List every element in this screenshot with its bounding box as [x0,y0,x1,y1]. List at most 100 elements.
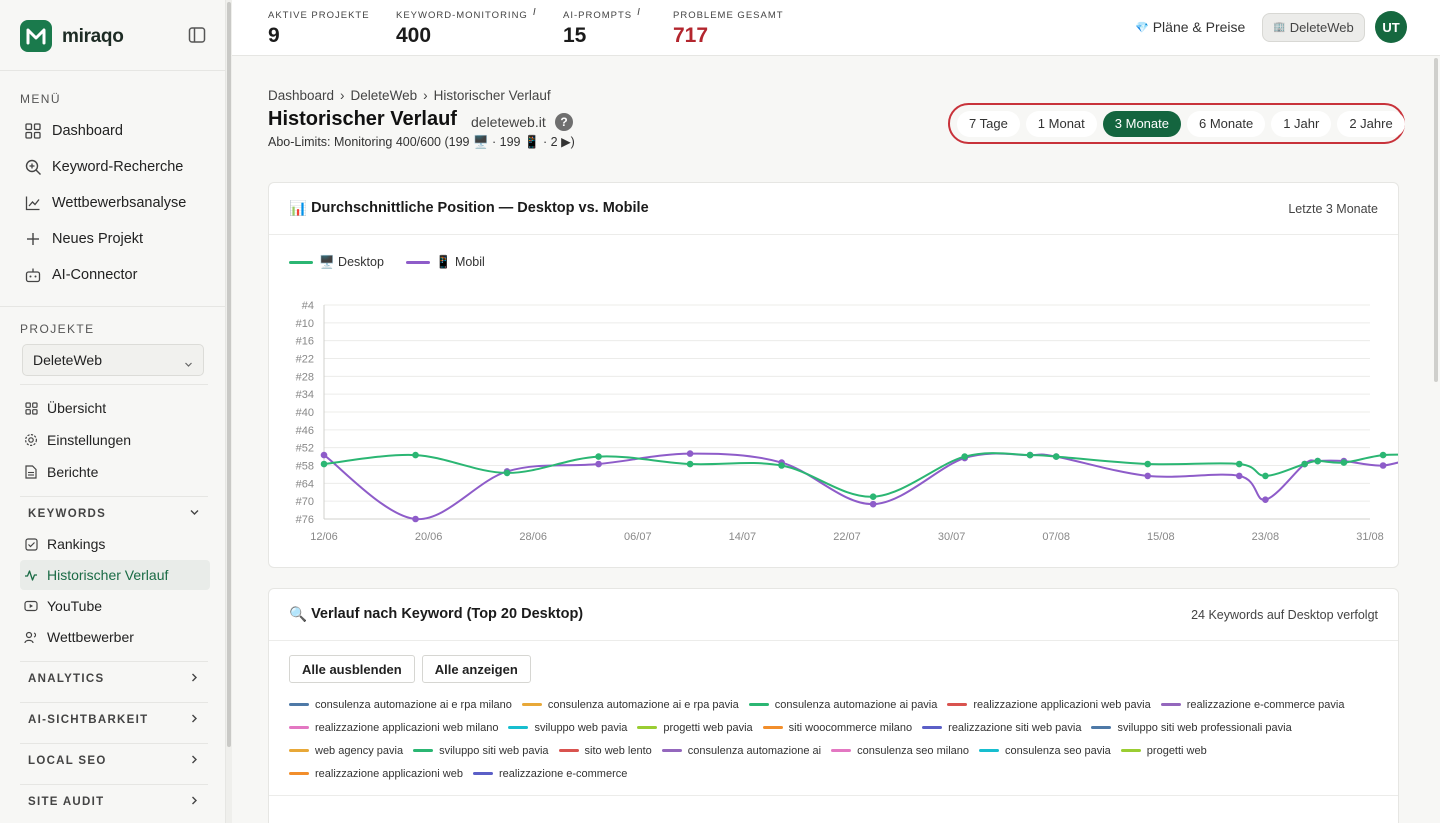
keyword-toggle-item[interactable]: realizzazione applicazioni web milano [289,720,498,735]
scrollbar-thumb[interactable] [1434,58,1438,382]
search-plus-icon [24,158,42,176]
range-1-monat[interactable]: 1 Monat [1025,110,1097,137]
nav-dashboard[interactable]: Dashboard [20,116,210,146]
group-ai-sichtbarkeit[interactable]: AI-SICHTBARKEIT [28,713,200,727]
legend-mobil[interactable]: 📱 Mobil [405,255,485,270]
keyword-toggle-item[interactable]: realizzazione siti web pavia [922,720,1081,735]
data-point [961,453,968,460]
stat-keyword-monitoring: KEYWORD-MONITORING i 400 [396,7,537,48]
help-icon[interactable]: ? [555,113,573,131]
hide-all-button[interactable]: Alle ausblenden [289,655,415,683]
legend-desktop[interactable]: 🖥️ Desktop [289,255,384,270]
y-tick-label: #16 [296,336,314,348]
y-tick-label: #76 [296,514,314,526]
show-all-button[interactable]: Alle anzeigen [421,655,531,683]
keyword-toggle-item[interactable]: realizzazione applicazioni web pavia [947,697,1151,712]
brand[interactable]: miraqo [20,20,210,52]
plans-link[interactable]: 💎 Pläne & Preise [1135,19,1245,35]
keyword-toggle-item[interactable]: realizzazione e-commerce [472,766,627,781]
nav-uebersicht[interactable]: Übersicht [20,393,210,423]
card-meta: 24 Keywords auf Desktop verfolgt [1191,607,1378,622]
info-icon[interactable]: i [637,7,641,18]
keyword-swatch [661,749,682,752]
keyword-label: consulenza seo pavia [1005,744,1111,757]
keyword-toggle-item[interactable]: sviluppo web pavia [508,720,627,735]
avatar[interactable]: UT [1375,11,1407,43]
keyword-label: consulenza seo milano [857,744,969,757]
project-switch-button[interactable]: 🏢 DeleteWeb [1262,13,1365,42]
nav-wettbewerber[interactable]: Wettbewerber [20,622,210,652]
keyword-toggle-item[interactable]: siti woocommerce milano [762,720,912,735]
keyword-toggle-item[interactable]: sviluppo siti web professionali pavia [1091,720,1292,735]
keyword-toggle-item[interactable]: consulenza automazione ai pavia [748,697,937,712]
project-select[interactable]: DeleteWeb [22,344,204,376]
keyword-toggle-item[interactable]: consulenza seo milano [831,743,969,758]
data-point [1340,459,1348,466]
data-point [503,469,511,477]
nav-ai-connector[interactable]: AI-Connector [20,260,210,290]
breadcrumb-dashboard[interactable]: Dashboard [268,88,335,103]
keyword-toggle-item[interactable]: progetti web [1120,743,1207,758]
group-label: ANALYTICS [28,673,105,685]
data-point [1235,460,1243,468]
keyword-swatch [637,726,658,729]
keyword-toggle-item[interactable]: sito web lento [558,743,652,758]
group-analytics[interactable]: ANALYTICS [28,672,200,686]
x-tick-label: 30/07 [938,531,966,543]
youtube-icon [24,599,38,613]
projects-heading: PROJEKTE [20,322,95,336]
y-tick-label: #52 [296,443,314,455]
stat-value: 15 [563,24,587,47]
data-point [686,450,694,457]
sidebar-collapse-icon[interactable] [188,26,208,46]
keyword-toggle-item[interactable]: consulenza automazione ai e rpa pavia [521,697,739,712]
group-local-seo[interactable]: LOCAL SEO [28,754,200,768]
range-3-monate[interactable]: 3 Monate [1102,110,1181,137]
info-icon[interactable]: i [532,7,537,18]
nav-einstellungen[interactable]: Einstellungen [20,425,210,455]
group-site-audit[interactable]: SITE AUDIT [28,795,200,809]
nav-historischer-verlauf[interactable]: Historischer Verlauf [20,560,210,590]
nav-label: Keyword-Recherche [52,159,184,175]
nav-label: Berichte [47,464,99,480]
nav-rankings[interactable]: Rankings [20,529,210,559]
keyword-toggle-item[interactable]: consulenza automazione ai e rpa milano [289,697,512,712]
stat-label-text: PROBLEME GESAMT [673,10,784,21]
keyword-toggle-item[interactable]: realizzazione applicazioni web [289,766,463,781]
keyword-toggle-item[interactable]: consulenza automazione ai [661,743,821,758]
range-1-jahr[interactable]: 1 Jahr [1271,110,1332,137]
keyword-swatch [762,726,783,729]
grid-icon [24,122,42,140]
legend-swatch [289,261,313,264]
range-7-tage[interactable]: 7 Tage [957,110,1020,137]
page-scrollbar[interactable] [1432,56,1440,823]
sidebar-divider [0,306,226,307]
keyword-toggle-item[interactable]: web agency pavia [289,743,403,758]
group-keywords[interactable]: KEYWORDS [28,507,200,521]
nav-keyword-recherche[interactable]: Keyword-Recherche [20,152,210,182]
nav-neues-projekt[interactable]: Neues Projekt [20,224,210,254]
page-title: Historischer Verlauf [268,108,457,130]
data-point [1301,460,1308,468]
keyword-toggle-item[interactable]: realizzazione e-commerce pavia [1160,697,1344,712]
logo-icon [20,20,52,52]
breadcrumb-project[interactable]: DeleteWeb [350,88,418,103]
stat-label-text: KEYWORD-MONITORING [396,10,528,21]
range-6-monate[interactable]: 6 Monate [1186,110,1266,137]
scrollbar-thumb[interactable] [227,2,231,747]
plans-label: Pläne & Preise [1152,19,1246,35]
keyword-toggle-item[interactable]: sviluppo siti web pavia [413,743,549,758]
building-icon: 🏢 [1273,22,1286,33]
data-point [1314,457,1321,465]
keyword-swatch [979,749,999,752]
nav-youtube[interactable]: YouTube [20,591,210,621]
stat-ai-prompts: AI-PROMPTS i 15 [563,7,641,48]
range-2-jahre[interactable]: 2 Jahre [1337,110,1405,137]
chevron-right-icon [189,754,200,768]
nav-berichte[interactable]: Berichte [20,457,210,487]
keyword-toggle-item[interactable]: progetti web pavia [637,720,753,735]
sidebar-scrollbar[interactable] [226,0,232,823]
nav-wettbewerbsanalyse[interactable]: Wettbewerbsanalyse [20,188,210,218]
nav-label: Einstellungen [47,432,132,448]
keyword-toggle-item[interactable]: consulenza seo pavia [979,743,1111,758]
